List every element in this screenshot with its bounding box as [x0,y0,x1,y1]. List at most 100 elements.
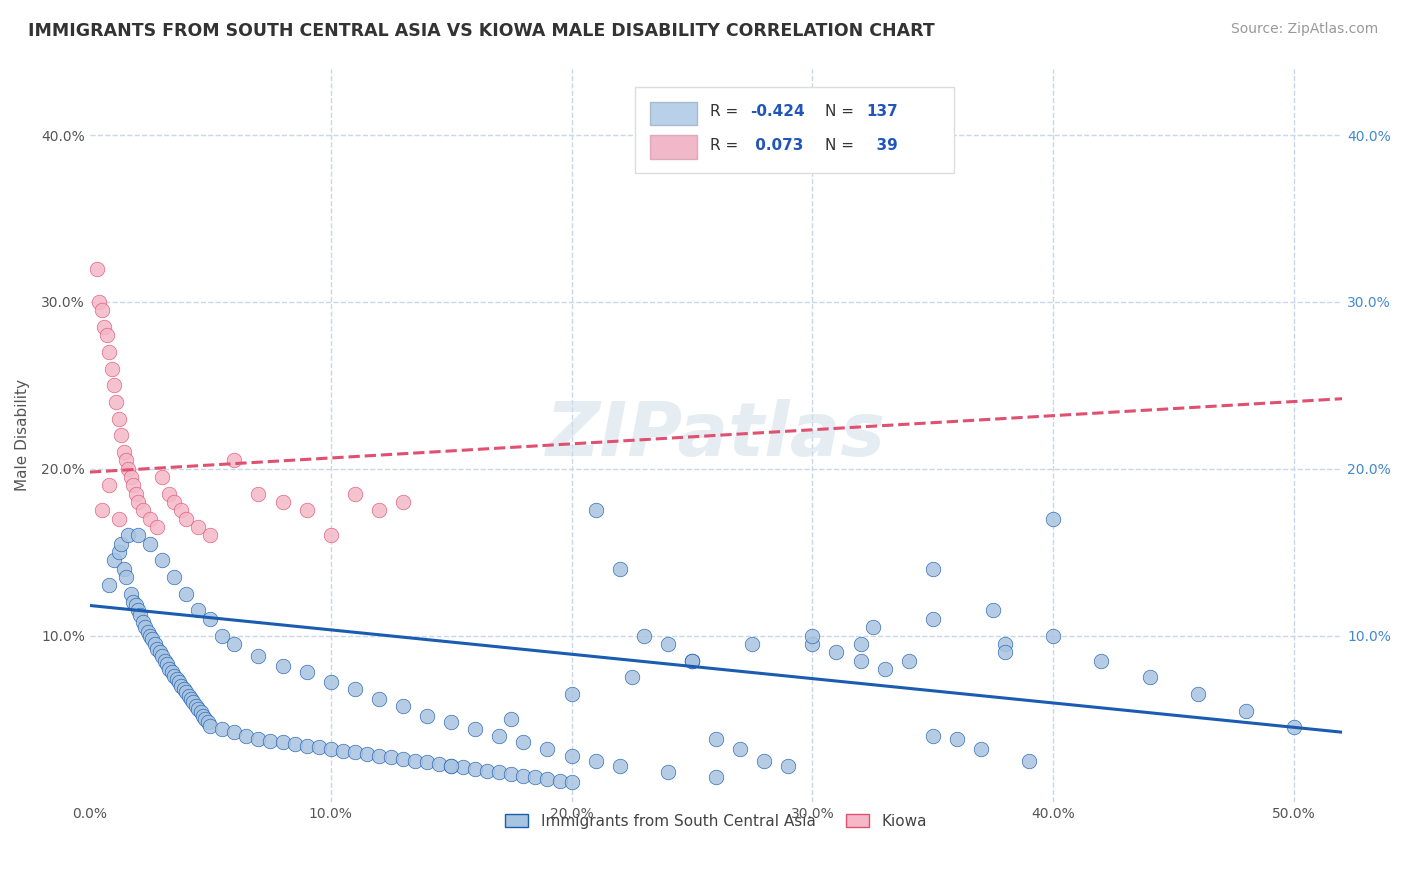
Point [754,754,776,768]
Point [180,691,202,706]
Point [536,772,558,786]
Point [921,562,943,576]
Point [224,725,246,739]
Point [117,528,139,542]
Point [89,295,111,310]
Point [897,653,920,667]
Point [170,503,193,517]
Point [127,603,149,617]
Point [488,765,510,780]
Point [620,670,643,684]
Point [139,512,162,526]
Point [98,478,121,492]
Point [1234,704,1257,718]
Point [681,653,703,667]
Point [536,742,558,756]
Point [921,612,943,626]
Point [200,528,222,542]
Point [416,708,439,723]
Point [150,648,173,663]
Point [200,612,222,626]
Point [367,748,389,763]
Point [1018,754,1040,768]
Point [271,658,294,673]
Point [862,620,884,634]
Point [93,320,115,334]
Point [512,735,534,749]
Point [1042,628,1064,642]
Point [197,715,219,730]
Point [404,754,426,768]
Point [139,537,162,551]
Y-axis label: Male Disability: Male Disability [15,379,30,491]
Point [187,702,209,716]
Point [160,665,183,680]
Point [778,758,800,772]
Point [585,503,607,517]
Point [440,715,463,730]
Point [139,628,162,642]
Point [970,742,993,756]
Point [96,328,118,343]
Point [224,453,246,467]
Point [163,495,186,509]
Point [319,528,342,542]
Point [211,722,233,736]
Point [512,768,534,782]
Point [146,520,169,534]
Point [127,495,149,509]
Point [367,691,389,706]
Point [561,748,583,763]
Point [585,754,607,768]
Point [259,733,281,747]
Point [115,453,138,467]
Point [271,735,294,749]
Point [107,545,129,559]
Point [105,395,128,409]
Point [946,731,969,746]
Point [191,708,214,723]
Point [633,628,655,642]
Point [200,718,222,732]
Point [120,470,142,484]
Point [319,742,342,756]
Point [440,758,463,772]
Point [132,615,155,629]
Point [127,528,149,542]
Point [380,750,402,764]
FancyBboxPatch shape [650,136,697,159]
Point [107,512,129,526]
Point [427,756,450,771]
FancyBboxPatch shape [634,87,955,173]
Point [224,637,246,651]
Point [177,689,200,703]
Point [271,495,294,509]
Point [343,487,366,501]
Point [356,747,378,761]
Point [1042,512,1064,526]
Point [561,687,583,701]
Point [150,470,173,484]
Text: R =: R = [710,138,742,153]
Point [247,487,270,501]
Point [149,645,172,659]
Point [115,570,138,584]
Point [122,595,145,609]
Point [103,378,125,392]
Point [561,775,583,789]
Point [90,303,112,318]
Point [174,512,197,526]
Point [1187,687,1209,701]
Text: R =: R = [710,104,742,120]
Point [1282,720,1305,734]
Point [235,729,257,743]
Point [103,553,125,567]
Point [440,758,463,772]
Point [464,722,486,736]
Point [728,742,751,756]
Text: 137: 137 [866,104,898,120]
Point [981,603,1004,617]
Point [704,770,727,784]
Point [548,773,571,788]
Text: N =: N = [825,104,859,120]
